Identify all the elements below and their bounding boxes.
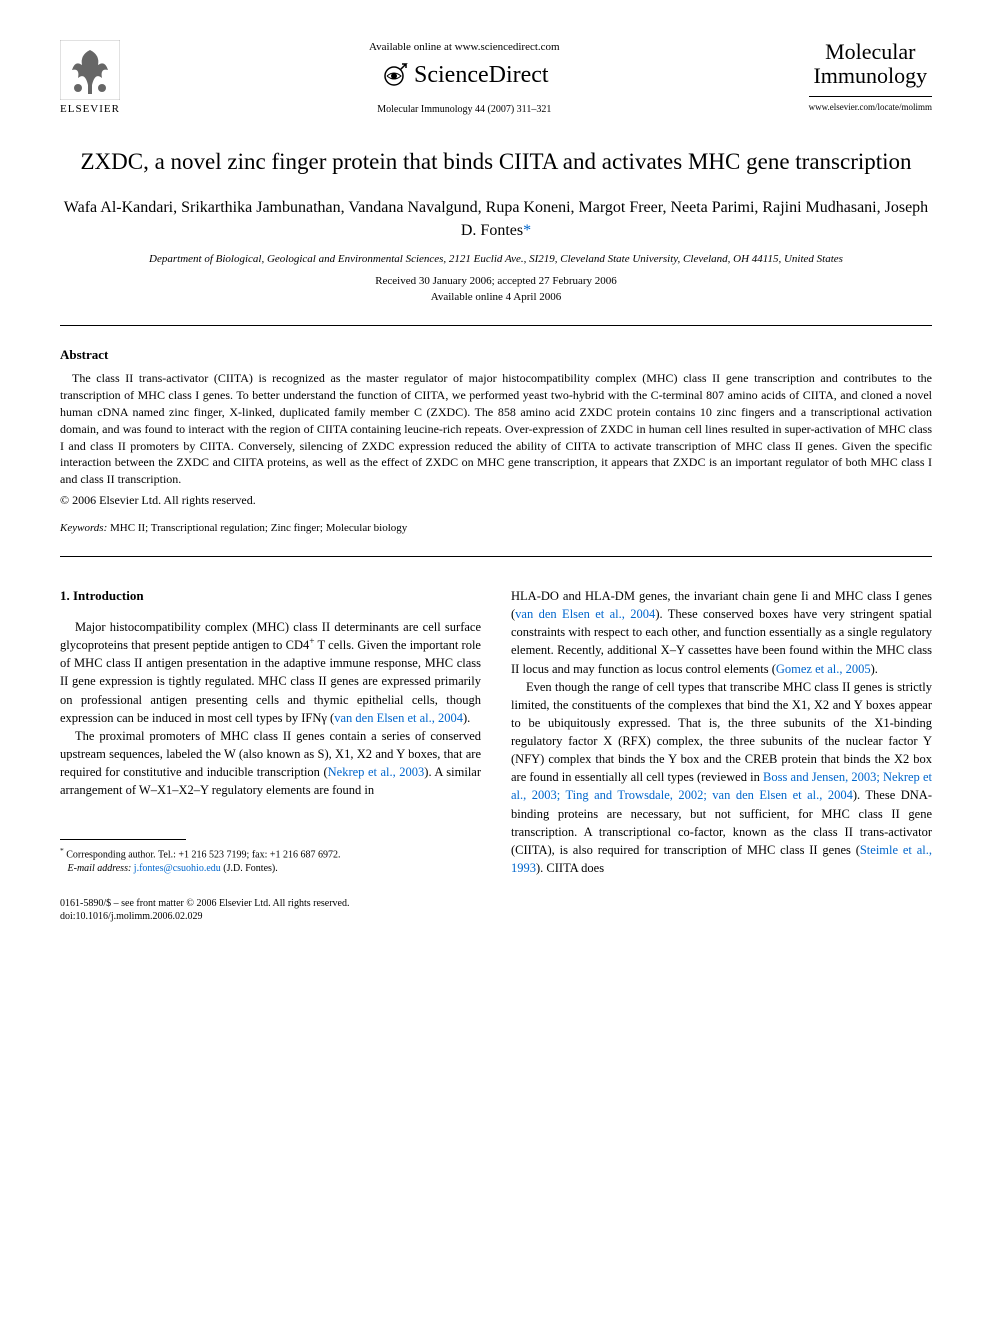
center-header: Available online at www.sciencedirect.co… xyxy=(120,40,809,117)
keywords-text: MHC II; Transcriptional regulation; Zinc… xyxy=(110,522,407,534)
section-number: 1. xyxy=(60,588,70,603)
elsevier-tree-icon xyxy=(60,40,120,100)
citation-text: Molecular Immunology 44 (2007) 311–321 xyxy=(140,103,789,117)
footnote-marker: * xyxy=(60,846,64,855)
footnote-text: Corresponding author. Tel.: +1 216 523 7… xyxy=(66,850,340,861)
affiliation: Department of Biological, Geological and… xyxy=(60,252,932,266)
section-title: Introduction xyxy=(73,588,144,603)
article-title: ZXDC, a novel zinc finger protein that b… xyxy=(60,147,932,177)
journal-logo: Molecular Immunology www.elsevier.com/lo… xyxy=(809,40,932,114)
section-heading: 1. Introduction xyxy=(60,587,481,606)
ref-link[interactable]: van den Elsen et al., 2004 xyxy=(515,607,655,621)
journal-url[interactable]: www.elsevier.com/locate/molimm xyxy=(809,96,932,114)
col2-para1: HLA-DO and HLA-DM genes, the invariant c… xyxy=(511,587,932,678)
issn-line: 0161-5890/$ – see front matter © 2006 El… xyxy=(60,897,932,910)
body-columns: 1. Introduction Major histocompatibility… xyxy=(60,587,932,877)
abstract-heading: Abstract xyxy=(60,346,932,364)
publisher-name: ELSEVIER xyxy=(60,102,120,117)
footnote-divider xyxy=(60,839,186,840)
authors-text: Wafa Al-Kandari, Srikarthika Jambunathan… xyxy=(64,199,928,238)
ref-link[interactable]: Gomez et al., 2005 xyxy=(776,662,871,676)
footer-info: 0161-5890/$ – see front matter © 2006 El… xyxy=(60,897,932,923)
divider-bottom xyxy=(60,556,932,557)
authors-list: Wafa Al-Kandari, Srikarthika Jambunathan… xyxy=(60,197,932,242)
ref-link[interactable]: van den Elsen et al., 2004 xyxy=(334,711,463,725)
doi-line: doi:10.1016/j.molimm.2006.02.029 xyxy=(60,910,932,923)
article-dates: Received 30 January 2006; accepted 27 Fe… xyxy=(60,274,932,305)
ref-link[interactable]: Nekrep et al., 2003 xyxy=(328,765,425,779)
abstract-text: The class II trans-activator (CIITA) is … xyxy=(60,370,932,488)
col1-para2: The proximal promoters of MHC class II g… xyxy=(60,727,481,800)
col1-para1: Major histocompatibility complex (MHC) c… xyxy=(60,618,481,727)
email-link[interactable]: j.fontes@csuohio.edu xyxy=(134,863,221,874)
right-column: HLA-DO and HLA-DM genes, the invariant c… xyxy=(511,587,932,877)
available-online-text: Available online at www.sciencedirect.co… xyxy=(140,40,789,55)
col2-para2: Even though the range of cell types that… xyxy=(511,678,932,877)
footnote: * Corresponding author. Tel.: +1 216 523… xyxy=(60,846,481,874)
keywords: Keywords: MHC II; Transcriptional regula… xyxy=(60,521,932,536)
sciencedirect-icon xyxy=(380,62,408,90)
journal-name-line1: Molecular xyxy=(809,40,932,64)
corresponding-marker[interactable]: * xyxy=(523,222,531,239)
online-date: Available online 4 April 2006 xyxy=(60,290,932,305)
email-label: E-mail address: xyxy=(68,863,132,874)
journal-name-line2: Immunology xyxy=(809,64,932,88)
keywords-label: Keywords: xyxy=(60,522,107,534)
received-date: Received 30 January 2006; accepted 27 Fe… xyxy=(60,274,932,289)
header-row: ELSEVIER Available online at www.science… xyxy=(60,40,932,117)
publisher-logo: ELSEVIER xyxy=(60,40,120,117)
platform-name: ScienceDirect xyxy=(414,59,549,93)
platform-logo: ScienceDirect xyxy=(140,59,789,93)
left-column: 1. Introduction Major histocompatibility… xyxy=(60,587,481,877)
email-attribution: (J.D. Fontes). xyxy=(223,863,277,874)
abstract-copyright: © 2006 Elsevier Ltd. All rights reserved… xyxy=(60,492,932,509)
divider-top xyxy=(60,325,932,326)
